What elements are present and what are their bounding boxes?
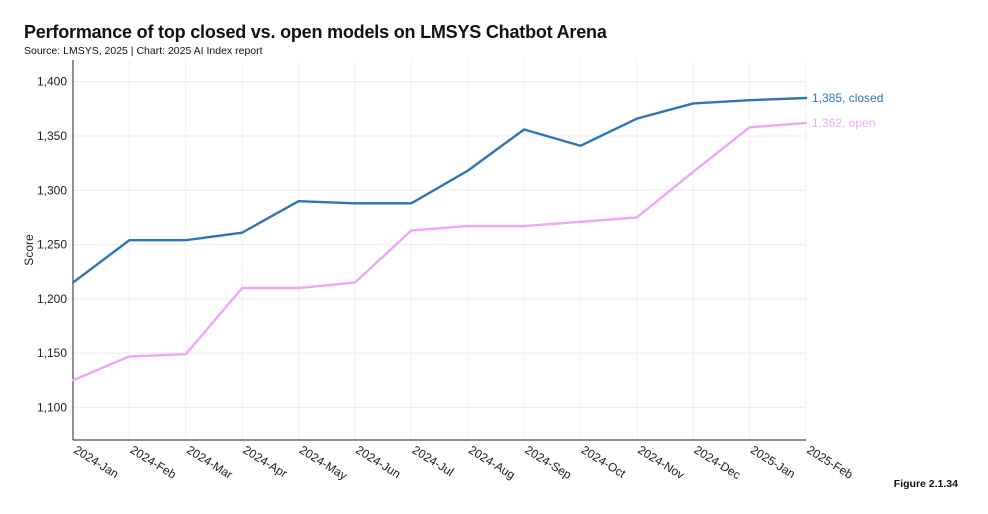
y-tick-label: 1,300: [37, 183, 67, 197]
x-tick-label: 2025-Feb: [804, 443, 855, 482]
y-tick-label: 1,200: [37, 292, 67, 306]
y-axis-title: Score: [22, 234, 36, 266]
chart-title: Performance of top closed vs. open model…: [24, 22, 607, 42]
x-tick-label: 2024-Jun: [353, 443, 403, 481]
x-tick-label: 2024-Mar: [184, 443, 235, 482]
x-tick-label: 2024-Jan: [71, 443, 121, 481]
x-tick-label: 2024-Oct: [579, 443, 629, 481]
x-tick-label: 2024-Sep: [522, 443, 574, 483]
y-tick-label: 1,250: [37, 238, 67, 252]
y-tick-label: 1,350: [37, 129, 67, 143]
x-tick-label: 2024-Nov: [635, 443, 687, 482]
x-tick-label: 2024-May: [297, 443, 350, 483]
x-tick-label: 2024-Jul: [410, 443, 456, 479]
series-end-label-open: 1,362, open: [812, 116, 875, 130]
axes: [72, 60, 806, 441]
x-tick-label: 2024-Apr: [241, 443, 290, 481]
y-tick-label: 1,100: [37, 400, 67, 414]
series-lines: [71, 96, 808, 382]
x-tick-label: 2024-Aug: [466, 443, 518, 482]
x-tick-label: 2024-Feb: [128, 443, 179, 482]
series-line-open: [71, 121, 808, 382]
x-tick-label: 2024-Dec: [692, 443, 744, 482]
y-tick-label: 1,150: [37, 346, 67, 360]
gridlines: [73, 60, 807, 440]
chart-source: Source: LMSYS, 2025 | Chart: 2025 AI Ind…: [24, 45, 263, 57]
y-tick-label: 1,400: [37, 75, 67, 89]
series-line-closed: [71, 96, 808, 284]
x-tick-label: 2025-Jan: [748, 443, 798, 481]
figure-number: Figure 2.1.34: [893, 478, 958, 490]
series-end-label-closed: 1,385, closed: [812, 91, 883, 105]
